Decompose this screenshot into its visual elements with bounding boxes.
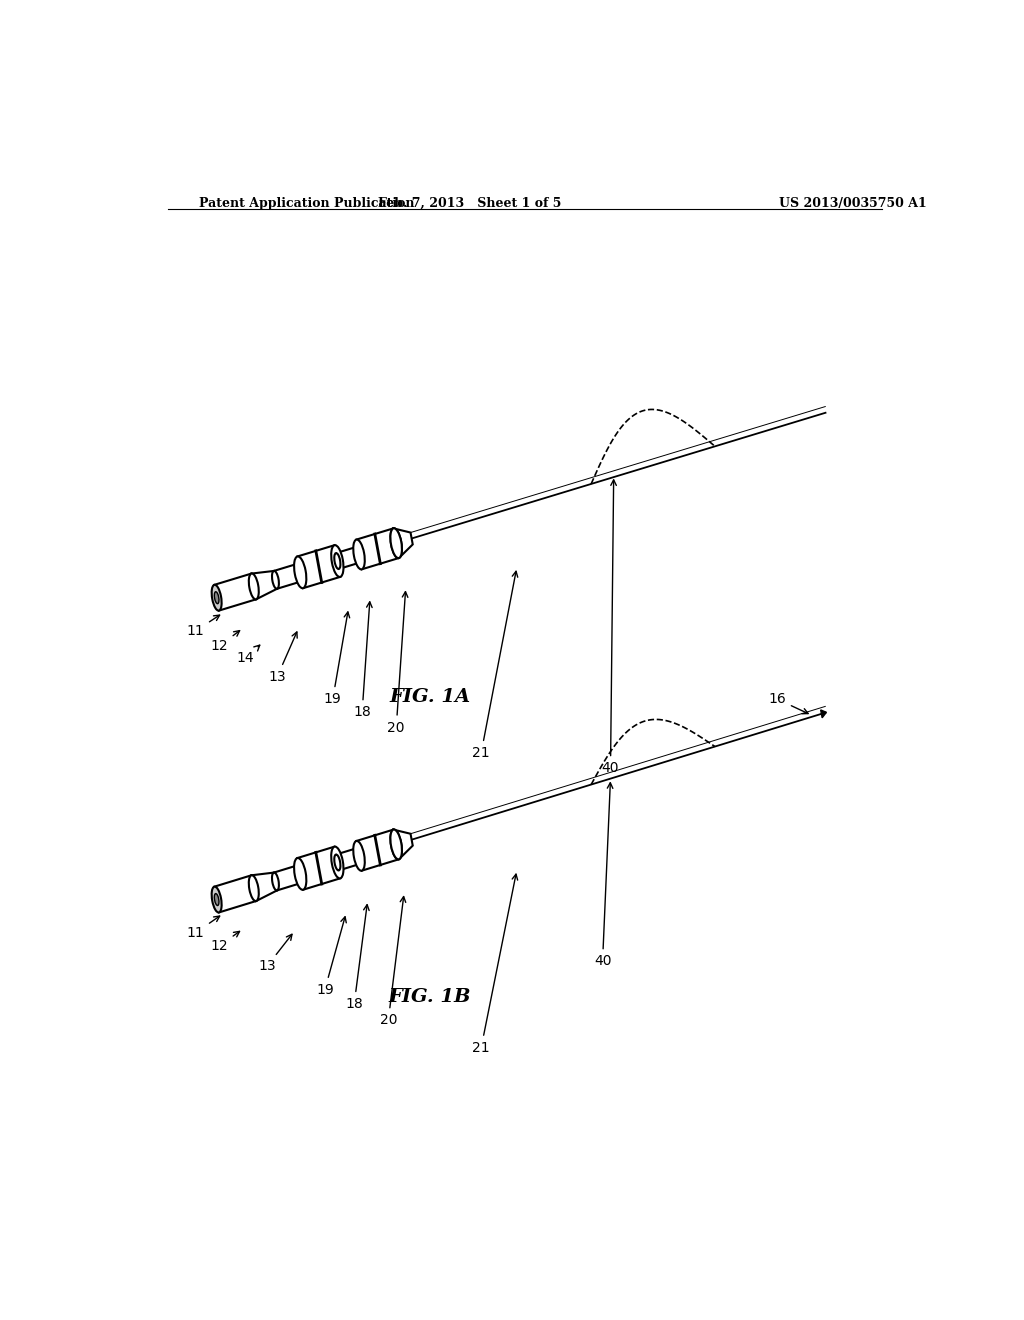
Polygon shape xyxy=(393,528,413,558)
Polygon shape xyxy=(393,829,413,859)
Text: 11: 11 xyxy=(186,615,219,638)
Ellipse shape xyxy=(356,847,362,863)
Ellipse shape xyxy=(297,865,304,883)
Ellipse shape xyxy=(272,873,279,891)
Ellipse shape xyxy=(249,573,259,599)
Text: 40: 40 xyxy=(594,783,612,969)
Polygon shape xyxy=(356,528,399,569)
Ellipse shape xyxy=(356,546,362,562)
Ellipse shape xyxy=(331,846,343,878)
Text: 13: 13 xyxy=(258,935,292,973)
Text: 14: 14 xyxy=(237,645,260,665)
Text: 13: 13 xyxy=(268,632,297,684)
Text: 16: 16 xyxy=(768,692,808,714)
Ellipse shape xyxy=(334,854,340,870)
Ellipse shape xyxy=(331,545,343,577)
Ellipse shape xyxy=(390,829,402,859)
Polygon shape xyxy=(273,865,302,891)
Text: 19: 19 xyxy=(316,917,346,997)
Text: 11: 11 xyxy=(186,916,220,940)
Polygon shape xyxy=(336,847,360,870)
Ellipse shape xyxy=(214,894,219,906)
Text: FIG. 1B: FIG. 1B xyxy=(388,987,471,1006)
Ellipse shape xyxy=(212,887,221,912)
Ellipse shape xyxy=(390,829,402,859)
Polygon shape xyxy=(820,710,826,718)
Ellipse shape xyxy=(390,528,401,558)
Text: 20: 20 xyxy=(387,591,408,735)
Text: 20: 20 xyxy=(380,896,406,1027)
Text: 19: 19 xyxy=(324,612,349,706)
Polygon shape xyxy=(252,572,278,599)
Polygon shape xyxy=(214,574,256,611)
Text: 18: 18 xyxy=(353,602,372,719)
Polygon shape xyxy=(273,564,302,589)
Ellipse shape xyxy=(334,553,340,569)
Ellipse shape xyxy=(272,572,279,589)
Text: 12: 12 xyxy=(211,631,240,653)
Text: 40: 40 xyxy=(602,480,620,775)
Polygon shape xyxy=(356,829,399,871)
Text: 21: 21 xyxy=(472,572,518,760)
Text: FIG. 1A: FIG. 1A xyxy=(389,688,470,706)
Polygon shape xyxy=(297,545,340,589)
Ellipse shape xyxy=(297,564,304,581)
Text: Feb. 7, 2013   Sheet 1 of 5: Feb. 7, 2013 Sheet 1 of 5 xyxy=(378,197,561,210)
Ellipse shape xyxy=(353,841,365,871)
Text: Patent Application Publication: Patent Application Publication xyxy=(200,197,415,210)
Ellipse shape xyxy=(212,585,221,611)
Text: 18: 18 xyxy=(345,904,369,1011)
Polygon shape xyxy=(297,846,340,890)
Polygon shape xyxy=(336,546,360,569)
Ellipse shape xyxy=(353,540,365,569)
Text: 21: 21 xyxy=(472,874,518,1055)
Ellipse shape xyxy=(294,858,306,890)
Ellipse shape xyxy=(294,557,306,589)
Ellipse shape xyxy=(214,591,219,603)
Polygon shape xyxy=(251,873,278,902)
Ellipse shape xyxy=(249,875,259,902)
Text: 12: 12 xyxy=(211,932,240,953)
Ellipse shape xyxy=(390,528,401,558)
Polygon shape xyxy=(214,875,256,912)
Text: US 2013/0035750 A1: US 2013/0035750 A1 xyxy=(778,197,927,210)
